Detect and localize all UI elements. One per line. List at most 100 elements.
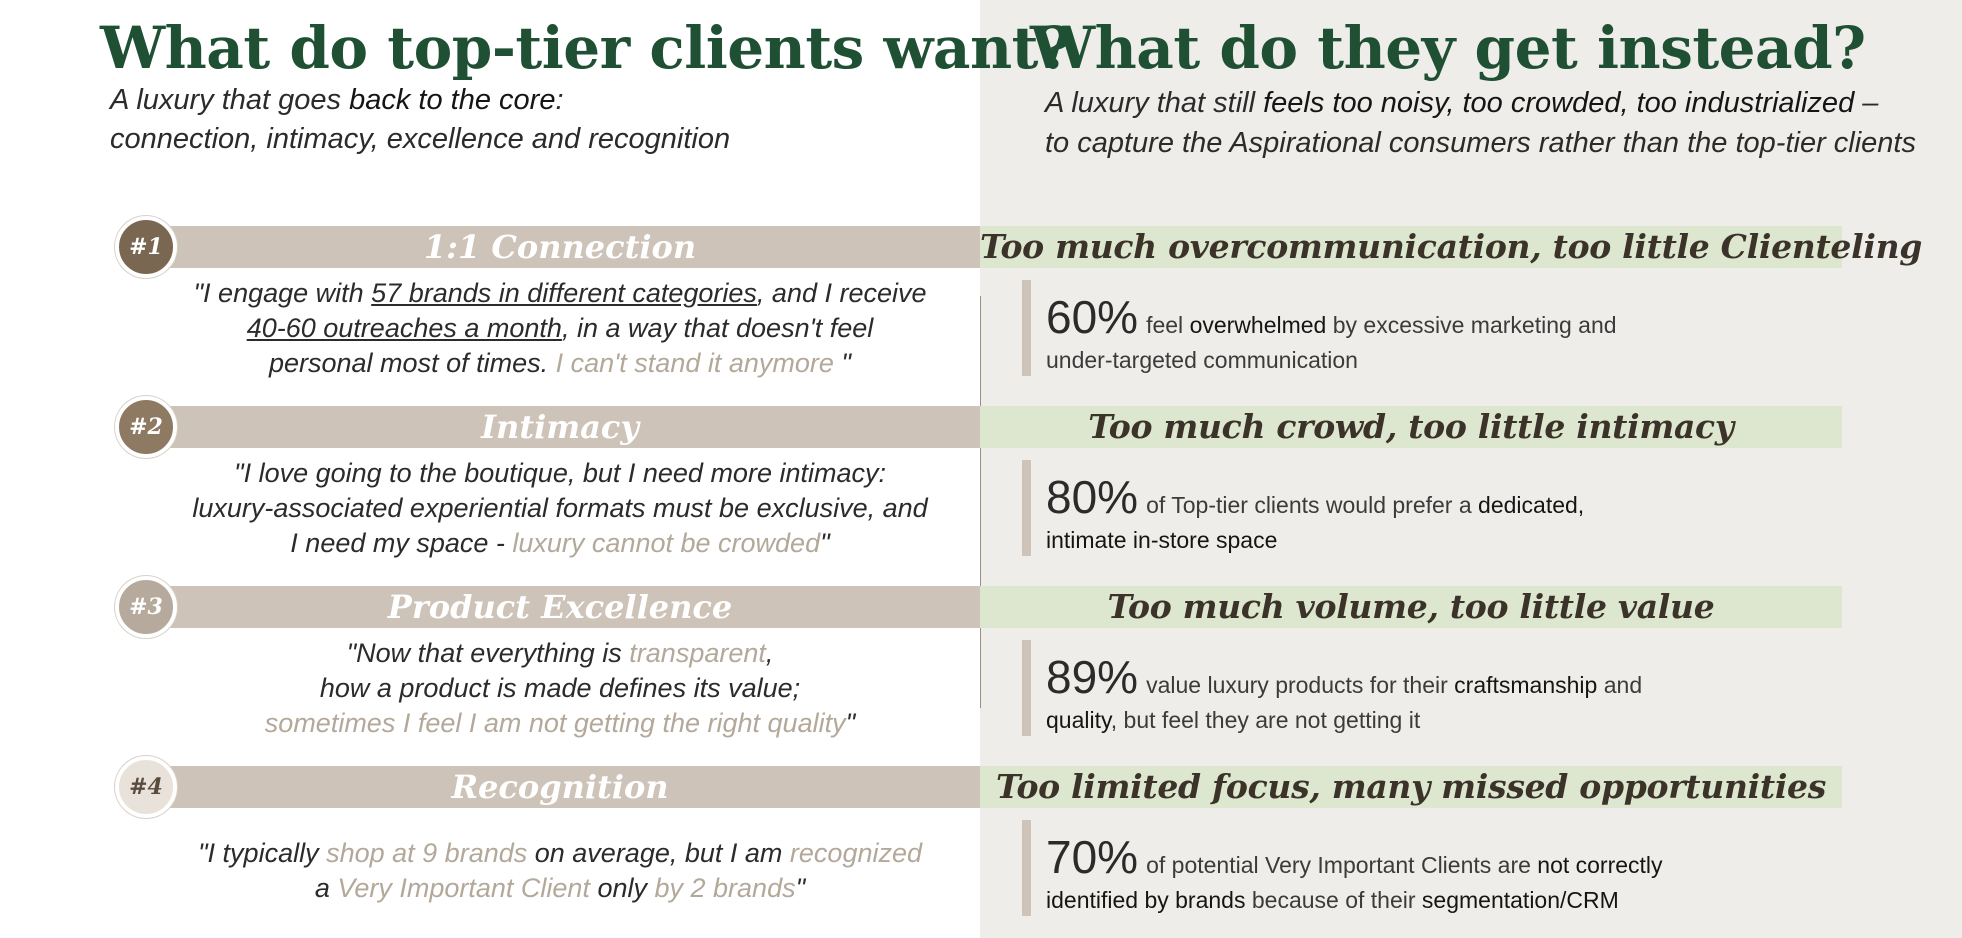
text-run: a: [314, 873, 338, 903]
quote-line: how a product is made defines its value;: [160, 671, 960, 706]
problem-bar-2: [980, 406, 1842, 448]
text-run: ,: [765, 638, 774, 668]
text-run: ": [845, 708, 856, 738]
quote-line: sometimes I feel I am not getting the ri…: [160, 706, 960, 741]
stat-percentage: 60%: [1046, 291, 1139, 343]
stat-accent-bar-4: [1022, 820, 1031, 916]
client-quote-3: "Now that everything is transparent, how …: [160, 636, 960, 741]
number-badge-2: #2: [115, 396, 177, 458]
problem-label-3: Too much volume, too little value: [1107, 587, 1715, 626]
text-run: of potential Very Important Clients are: [1146, 852, 1538, 878]
stat-percentage: 70%: [1046, 831, 1139, 883]
want-bar-2: [140, 406, 980, 448]
problem-bar-4: [980, 766, 1842, 808]
text-run: ": [795, 873, 806, 903]
left-title: What do top-tier clients want?: [100, 14, 1072, 82]
text-run: value luxury products for their: [1146, 672, 1455, 698]
quote-highlight: Very Important Client: [337, 873, 590, 903]
text-run: and: [1597, 672, 1643, 698]
stat-block-2: 80% of Top-tier clients would prefer a de…: [1046, 474, 1696, 558]
client-quote-4: "I typically shop at 9 brands on average…: [160, 836, 960, 906]
number-badge-4: #4: [115, 756, 177, 818]
text-run: by excessive marketing and: [1326, 312, 1617, 338]
problem-label-4: Too limited focus, many missed opportuni…: [995, 767, 1827, 806]
stat-emphasis: intimate in-store space: [1046, 527, 1278, 553]
text-run: ": [820, 528, 830, 558]
stat-line-1: 89% value luxury products for their craft…: [1046, 654, 1696, 703]
text-run: luxury-associated experiential formats m…: [192, 493, 928, 523]
text-run: how a product is made defines its value;: [319, 673, 801, 703]
text-run: because of their: [1245, 887, 1422, 913]
stat-emphasis: segmentation/CRM: [1421, 887, 1619, 913]
stat-line-1: 80% of Top-tier clients would prefer a de…: [1046, 474, 1696, 523]
text-run: , in a way that doesn't feel: [561, 313, 874, 343]
stat-line-2: quality, but feel they are not getting i…: [1046, 703, 1696, 738]
stat-block-1: 60% feel overwhelmed by excessive marketi…: [1046, 294, 1696, 378]
quote-line: "I engage with 57 brands in different ca…: [160, 276, 960, 311]
text-run: I need my space -: [290, 528, 513, 558]
want-label-1: 1:1 Connection: [423, 228, 697, 266]
quote-highlight: recognized: [789, 838, 923, 868]
quote-highlight: by 2 brands: [654, 873, 796, 903]
quote-line: I need my space - luxury cannot be crowd…: [160, 526, 960, 561]
stat-percentage: 80%: [1046, 471, 1139, 523]
stat-percentage: 89%: [1046, 651, 1139, 703]
right-title: What do they get instead?: [1030, 14, 1866, 82]
client-quote-2: "I love going to the boutique, but I nee…: [160, 456, 960, 561]
problem-bar-1: [980, 226, 1842, 268]
quote-highlight: shop at 9 brands: [326, 838, 528, 868]
quote-highlight: luxury cannot be crowded: [512, 528, 821, 558]
text-run: "I love going to the boutique, but I nee…: [234, 458, 886, 488]
quote-line: personal most of times. I can't stand it…: [160, 346, 960, 381]
text-run: of Top-tier clients would prefer a: [1146, 492, 1479, 518]
stat-block-4: 70% of potential Very Important Clients a…: [1046, 834, 1696, 918]
stat-line-1: 70% of potential Very Important Clients a…: [1046, 834, 1696, 883]
stat-line-2: intimate in-store space: [1046, 523, 1696, 558]
stat-emphasis: dedicated,: [1478, 492, 1585, 518]
column-divider: [980, 296, 981, 708]
right-subtitle-line-2: to capture the Aspirational consumers ra…: [1045, 127, 1916, 159]
want-bar-1: [140, 226, 980, 268]
quote-highlight: transparent: [629, 638, 766, 668]
text-run: , and I receive: [756, 278, 927, 308]
stat-emphasis: identified by brands: [1046, 887, 1246, 913]
stat-emphasis: craftsmanship: [1454, 672, 1598, 698]
quote-line: "Now that everything is transparent,: [160, 636, 960, 671]
number-badge-1: #1: [115, 216, 177, 278]
quote-line: 40-60 outreaches a month, in a way that …: [160, 311, 960, 346]
want-label-4: Recognition: [451, 768, 669, 806]
text-run: under-targeted communication: [1046, 347, 1358, 373]
stat-emphasis: overwhelmed: [1189, 312, 1327, 338]
stat-line-1: 60% feel overwhelmed by excessive marketi…: [1046, 294, 1696, 343]
problem-bar-3: [980, 586, 1842, 628]
text-run: personal most of times.: [268, 348, 556, 378]
problem-label-2: Too much crowd, too little intimacy: [1088, 407, 1734, 446]
left-subtitle-line-2: connection, intimacy, excellence and rec…: [110, 123, 731, 155]
want-bar-4: [140, 766, 980, 808]
quote-line: a Very Important Client only by 2 brands…: [160, 871, 960, 906]
text-run: ": [841, 348, 851, 378]
quote-underline: 57 brands in different categories: [371, 278, 757, 308]
stat-emphasis: quality: [1046, 707, 1111, 733]
quote-underline: 40-60 outreaches a month: [246, 313, 562, 343]
problem-label-1: Too much overcommunication, too little C…: [980, 227, 1923, 266]
stat-accent-bar-2: [1022, 460, 1031, 556]
quote-highlight: I can't stand it anymore: [555, 348, 842, 378]
stat-line-2: under-targeted communication: [1046, 343, 1696, 378]
client-quote-1: "I engage with 57 brands in different ca…: [160, 276, 960, 381]
want-label-2: Intimacy: [481, 408, 639, 446]
quote-highlight: sometimes I feel I am not getting the ri…: [264, 708, 846, 738]
right-subtitle-line-1: A luxury that still feels too noisy, too…: [1045, 87, 1879, 119]
stat-line-2: identified by brands because of their se…: [1046, 883, 1696, 918]
stat-accent-bar-1: [1022, 280, 1031, 376]
text-run: , but feel they are not getting it: [1110, 707, 1421, 733]
left-subtitle-line-1: A luxury that goes back to the core:: [110, 84, 564, 116]
text-run: only: [589, 873, 655, 903]
text-run: "I typically: [197, 838, 327, 868]
stat-block-3: 89% value luxury products for their craft…: [1046, 654, 1696, 738]
quote-line: "I love going to the boutique, but I nee…: [160, 456, 960, 491]
text-run: "I engage with: [193, 278, 372, 308]
text-run: feel: [1146, 312, 1190, 338]
stat-emphasis: not correctly: [1537, 852, 1663, 878]
quote-line: "I typically shop at 9 brands on average…: [160, 836, 960, 871]
